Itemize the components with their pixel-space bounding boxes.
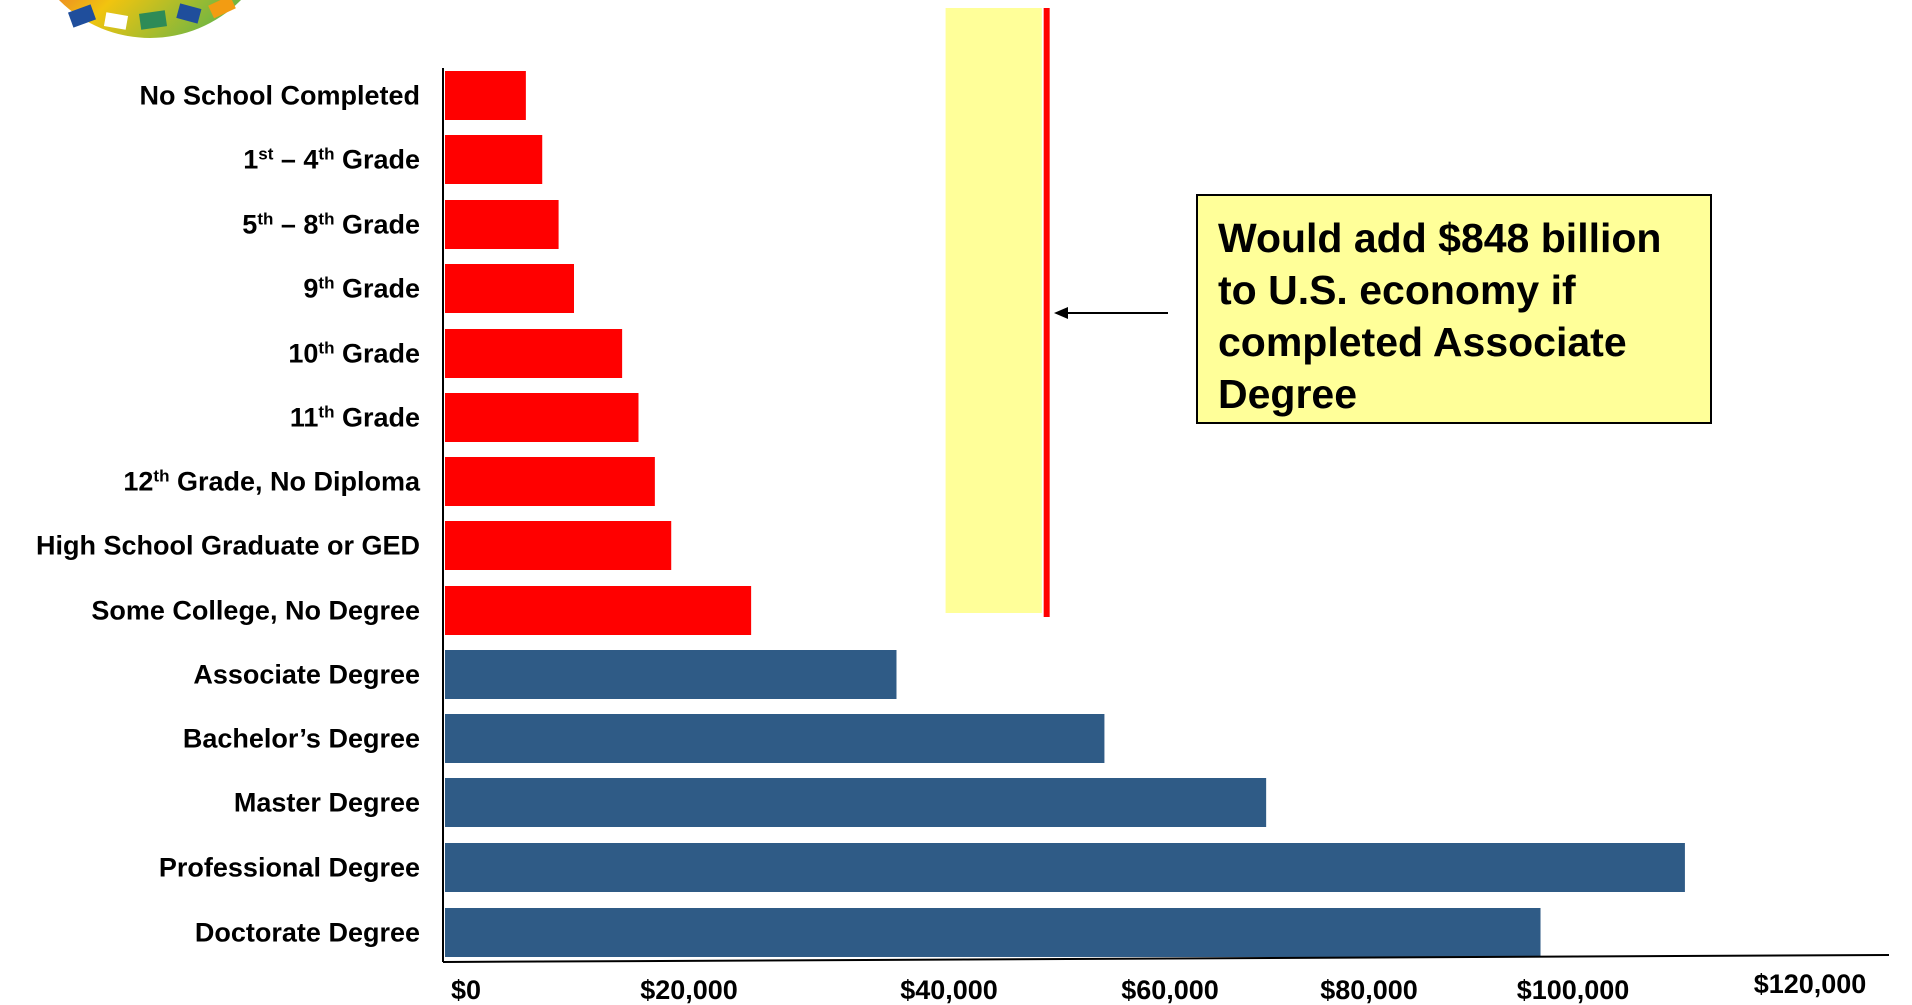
bar-bachelor-s-degree	[445, 714, 1105, 763]
bar-associate-degree	[445, 650, 897, 699]
x-tick-label: $100,000	[1517, 975, 1630, 1005]
bar-some-college-no-degree	[445, 586, 752, 635]
callout-arrow	[1054, 307, 1168, 319]
bar-5th-8th-grade	[445, 200, 559, 249]
category-label: 1st – 4th Grade	[243, 144, 420, 175]
category-label: 10th Grade	[288, 338, 420, 369]
category-labels: No School Completed 1st – 4th Grade 5th – …	[36, 81, 421, 948]
callout-box: Would add $848 billion to U.S. economy i…	[1196, 194, 1712, 424]
bar-professional-degree	[445, 843, 1685, 892]
globe-flags-logo	[59, 0, 241, 38]
category-label: No School Completed	[139, 81, 420, 111]
bar-master-degree	[445, 778, 1267, 827]
x-tick-labels: $0 $20,000 $40,000 $60,000 $80,000 $100,000 $1…	[451, 969, 1866, 1005]
bar-10th-grade	[445, 329, 623, 378]
category-label: Professional Degree	[159, 853, 420, 883]
x-tick-label: $80,000	[1320, 975, 1418, 1005]
category-label: Bachelor’s Degree	[183, 724, 420, 754]
category-label: 9th Grade	[303, 273, 420, 304]
bar-no-school-completed	[445, 71, 526, 120]
bar-11th-grade	[445, 393, 639, 442]
x-tick-label: $60,000	[1121, 975, 1219, 1005]
category-label: Master Degree	[234, 788, 420, 818]
x-tick-label: $120,000	[1754, 969, 1867, 999]
category-label: 5th – 8th Grade	[242, 209, 420, 240]
bars-group	[445, 71, 1685, 957]
associate-degree-highlight-band	[945, 8, 1042, 613]
x-tick-label: $40,000	[900, 975, 998, 1005]
category-label: Some College, No Degree	[91, 596, 420, 626]
bar-9th-grade	[445, 264, 574, 313]
x-tick-label: $20,000	[640, 975, 738, 1005]
category-label: 11th Grade	[290, 402, 420, 433]
bar-doctorate-degree	[445, 908, 1541, 957]
category-label: High School Graduate or GED	[36, 531, 420, 561]
bar-high-school-graduate-or-ged	[445, 521, 672, 570]
bar-1st-4th-grade	[445, 135, 543, 184]
category-label: 12th Grade, No Diploma	[123, 466, 421, 497]
bar-12th-grade-no-diploma	[445, 457, 655, 506]
x-axis-line	[442, 954, 1890, 963]
x-tick-label: $0	[451, 975, 481, 1005]
category-label: Doctorate Degree	[195, 918, 420, 948]
category-label: Associate Degree	[193, 660, 420, 690]
